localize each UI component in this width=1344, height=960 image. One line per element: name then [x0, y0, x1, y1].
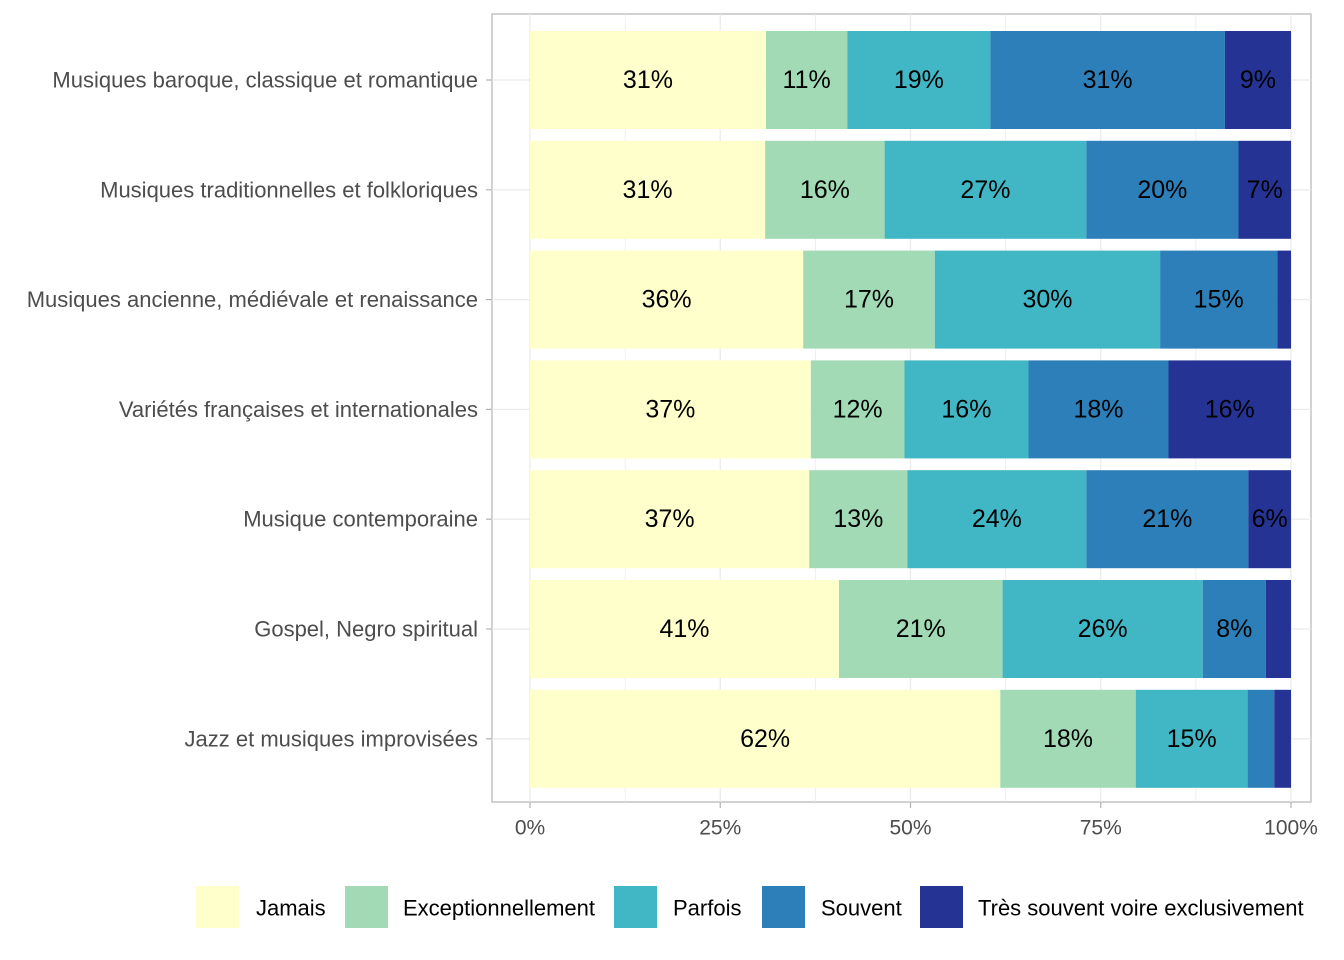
bar-segment: [884, 140, 1087, 239]
bar-segment: [934, 250, 1161, 349]
data-label: 13%: [833, 505, 883, 533]
legend: Jamais Exceptionnellement Parfois Souvent Tr…: [196, 886, 1304, 928]
data-label: 26%: [1078, 615, 1128, 643]
category-label: Variétés françaises et internationales: [119, 397, 478, 422]
data-label: 19%: [894, 66, 944, 94]
data-label: 8%: [1216, 615, 1252, 643]
category-labels: Musiques baroque, classique et romantiqu…: [27, 68, 492, 751]
bar-segment: [1168, 360, 1291, 459]
bar-segment: [1160, 250, 1278, 349]
segment-labels: 31% 11% 19% 31% 9% 31% 16% 27% 20% 7% 36% 17% 30% 15%…: [623, 66, 1288, 753]
data-label: 20%: [1137, 176, 1187, 204]
data-label: 6%: [1252, 505, 1288, 533]
bar-segment: [765, 140, 885, 239]
bar-segment: [530, 360, 811, 459]
bar-segment: [1248, 470, 1291, 569]
bar-segment: [904, 360, 1029, 459]
data-label: 16%: [800, 176, 850, 204]
data-label: 62%: [740, 725, 790, 753]
bars: [530, 31, 1291, 788]
legend-label: Parfois: [673, 896, 741, 921]
bar-segment: [809, 470, 908, 569]
bar-segment: [990, 31, 1225, 129]
bar-segment: [1135, 689, 1248, 788]
data-label: 37%: [645, 395, 695, 423]
data-label: 18%: [1043, 725, 1093, 753]
x-axis-ticks: 0% 25% 50% 75% 100%: [515, 802, 1318, 840]
x-tick-label: 25%: [699, 817, 741, 840]
bar-segment: [838, 580, 1003, 678]
bar-segment: [803, 250, 935, 349]
category-label: Musiques baroque, classique et romantiqu…: [52, 68, 478, 93]
legend-key: [920, 886, 963, 928]
bar-segment: [907, 470, 1087, 569]
data-label: 27%: [960, 176, 1010, 204]
data-label: 21%: [896, 615, 946, 643]
data-label: 9%: [1240, 66, 1276, 94]
data-label: 21%: [1142, 505, 1192, 533]
bar-segment: [810, 360, 905, 459]
data-label: 30%: [1022, 286, 1072, 314]
bar-segment: [530, 250, 804, 349]
data-label: 7%: [1247, 176, 1283, 204]
data-label: 37%: [645, 505, 695, 533]
legend-key: [196, 886, 239, 928]
category-label: Musiques traditionnelles et folkloriques: [100, 177, 478, 202]
bar-segment: [530, 140, 766, 239]
legend-key: [614, 886, 657, 928]
legend-key: [345, 886, 388, 928]
bar-segment: [1086, 470, 1249, 569]
legend-label: Très souvent voire exclusivement: [978, 896, 1304, 921]
bar-segment: [1202, 580, 1266, 678]
legend-label: Jamais: [256, 896, 326, 921]
bar-segment: [1274, 689, 1291, 788]
data-label: 15%: [1194, 286, 1244, 314]
category-label: Musiques ancienne, médiévale et renaissa…: [27, 287, 478, 312]
bar-segment: [530, 31, 766, 129]
data-label: 31%: [623, 176, 673, 204]
bar-segment: [1277, 250, 1291, 349]
data-label: 17%: [844, 286, 894, 314]
data-label: 41%: [659, 615, 709, 643]
legend-label: Souvent: [821, 896, 902, 921]
legend-key: [762, 886, 805, 928]
data-label: 36%: [642, 286, 692, 314]
data-label: 31%: [623, 66, 673, 94]
bar-segment: [1224, 31, 1291, 129]
bar-segment: [765, 31, 848, 129]
data-label: 24%: [972, 505, 1022, 533]
bar-segment: [1247, 689, 1275, 788]
bar-segment: [530, 580, 839, 678]
bar-segment: [1000, 689, 1136, 788]
bar-segment: [1265, 580, 1291, 678]
data-label: 16%: [941, 395, 991, 423]
bar-segment: [847, 31, 991, 129]
category-label: Musique contemporaine: [243, 507, 478, 532]
x-tick-label: 0%: [515, 817, 545, 840]
data-label: 31%: [1083, 66, 1133, 94]
data-label: 12%: [833, 395, 883, 423]
bar-segment: [1028, 360, 1169, 459]
data-label: 11%: [783, 66, 831, 94]
x-tick-label: 100%: [1264, 817, 1318, 840]
category-label: Gospel, Negro spiritual: [254, 617, 478, 642]
data-label: 18%: [1073, 395, 1123, 423]
data-label: 16%: [1205, 395, 1255, 423]
x-tick-label: 50%: [889, 817, 931, 840]
category-label: Jazz et musiques improvisées: [185, 726, 478, 751]
bar-segment: [1238, 140, 1291, 239]
x-tick-label: 75%: [1080, 817, 1122, 840]
bar-segment: [530, 689, 1001, 788]
data-label: 15%: [1167, 725, 1217, 753]
bar-segment: [530, 470, 810, 569]
bar-segment: [1002, 580, 1203, 678]
bar-segment: [1086, 140, 1239, 239]
legend-label: Exceptionnellement: [403, 896, 595, 921]
